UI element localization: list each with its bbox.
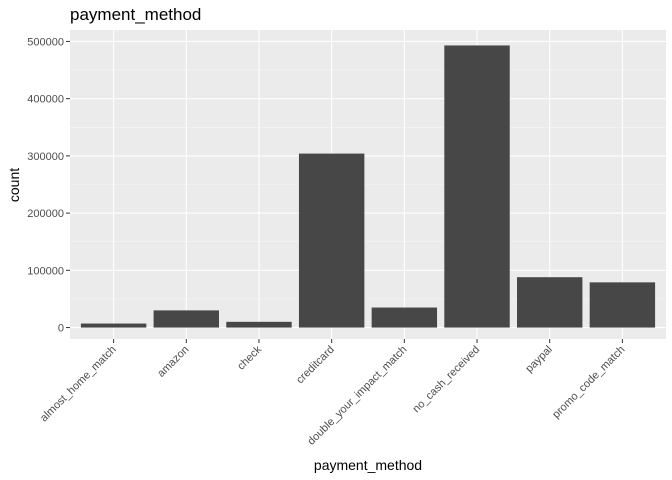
bar-almost_home_match xyxy=(80,323,147,328)
x-axis-title: payment_method xyxy=(314,457,422,473)
chart-title: payment_method xyxy=(70,5,201,24)
x-tick-label: check xyxy=(235,343,264,372)
bar-check xyxy=(226,321,292,328)
bar-double_your_impact_match xyxy=(371,307,438,328)
bar-paypal xyxy=(517,277,583,328)
y-tick-label: 300000 xyxy=(27,151,64,163)
bar-creditcard xyxy=(298,153,365,328)
y-axis-title: count xyxy=(6,168,22,202)
x-axis: almost_home_match amazon check creditcarddo… xyxy=(38,339,628,448)
bars xyxy=(80,45,656,328)
x-tick-label: creditcard xyxy=(294,344,337,387)
bar-promo_code_match xyxy=(589,282,656,328)
y-tick-label: 500000 xyxy=(27,36,64,48)
x-tick-label: amazon xyxy=(155,344,191,380)
x-tick-label: almost_home_match xyxy=(38,344,119,425)
x-tick-label: paypal xyxy=(523,344,554,375)
y-axis: 0 100000 200000 300000 400000 500000 xyxy=(27,36,70,335)
y-tick-label: 0 xyxy=(58,323,64,335)
y-tick-label: 200000 xyxy=(27,208,64,220)
x-tick-label: promo_code_match xyxy=(550,344,627,421)
bar-no_cash_received xyxy=(444,45,510,328)
y-tick-label: 100000 xyxy=(27,265,64,277)
bar-amazon xyxy=(153,310,219,328)
y-tick-label: 400000 xyxy=(27,94,64,106)
x-tick-label: no_cash_received xyxy=(411,344,483,416)
